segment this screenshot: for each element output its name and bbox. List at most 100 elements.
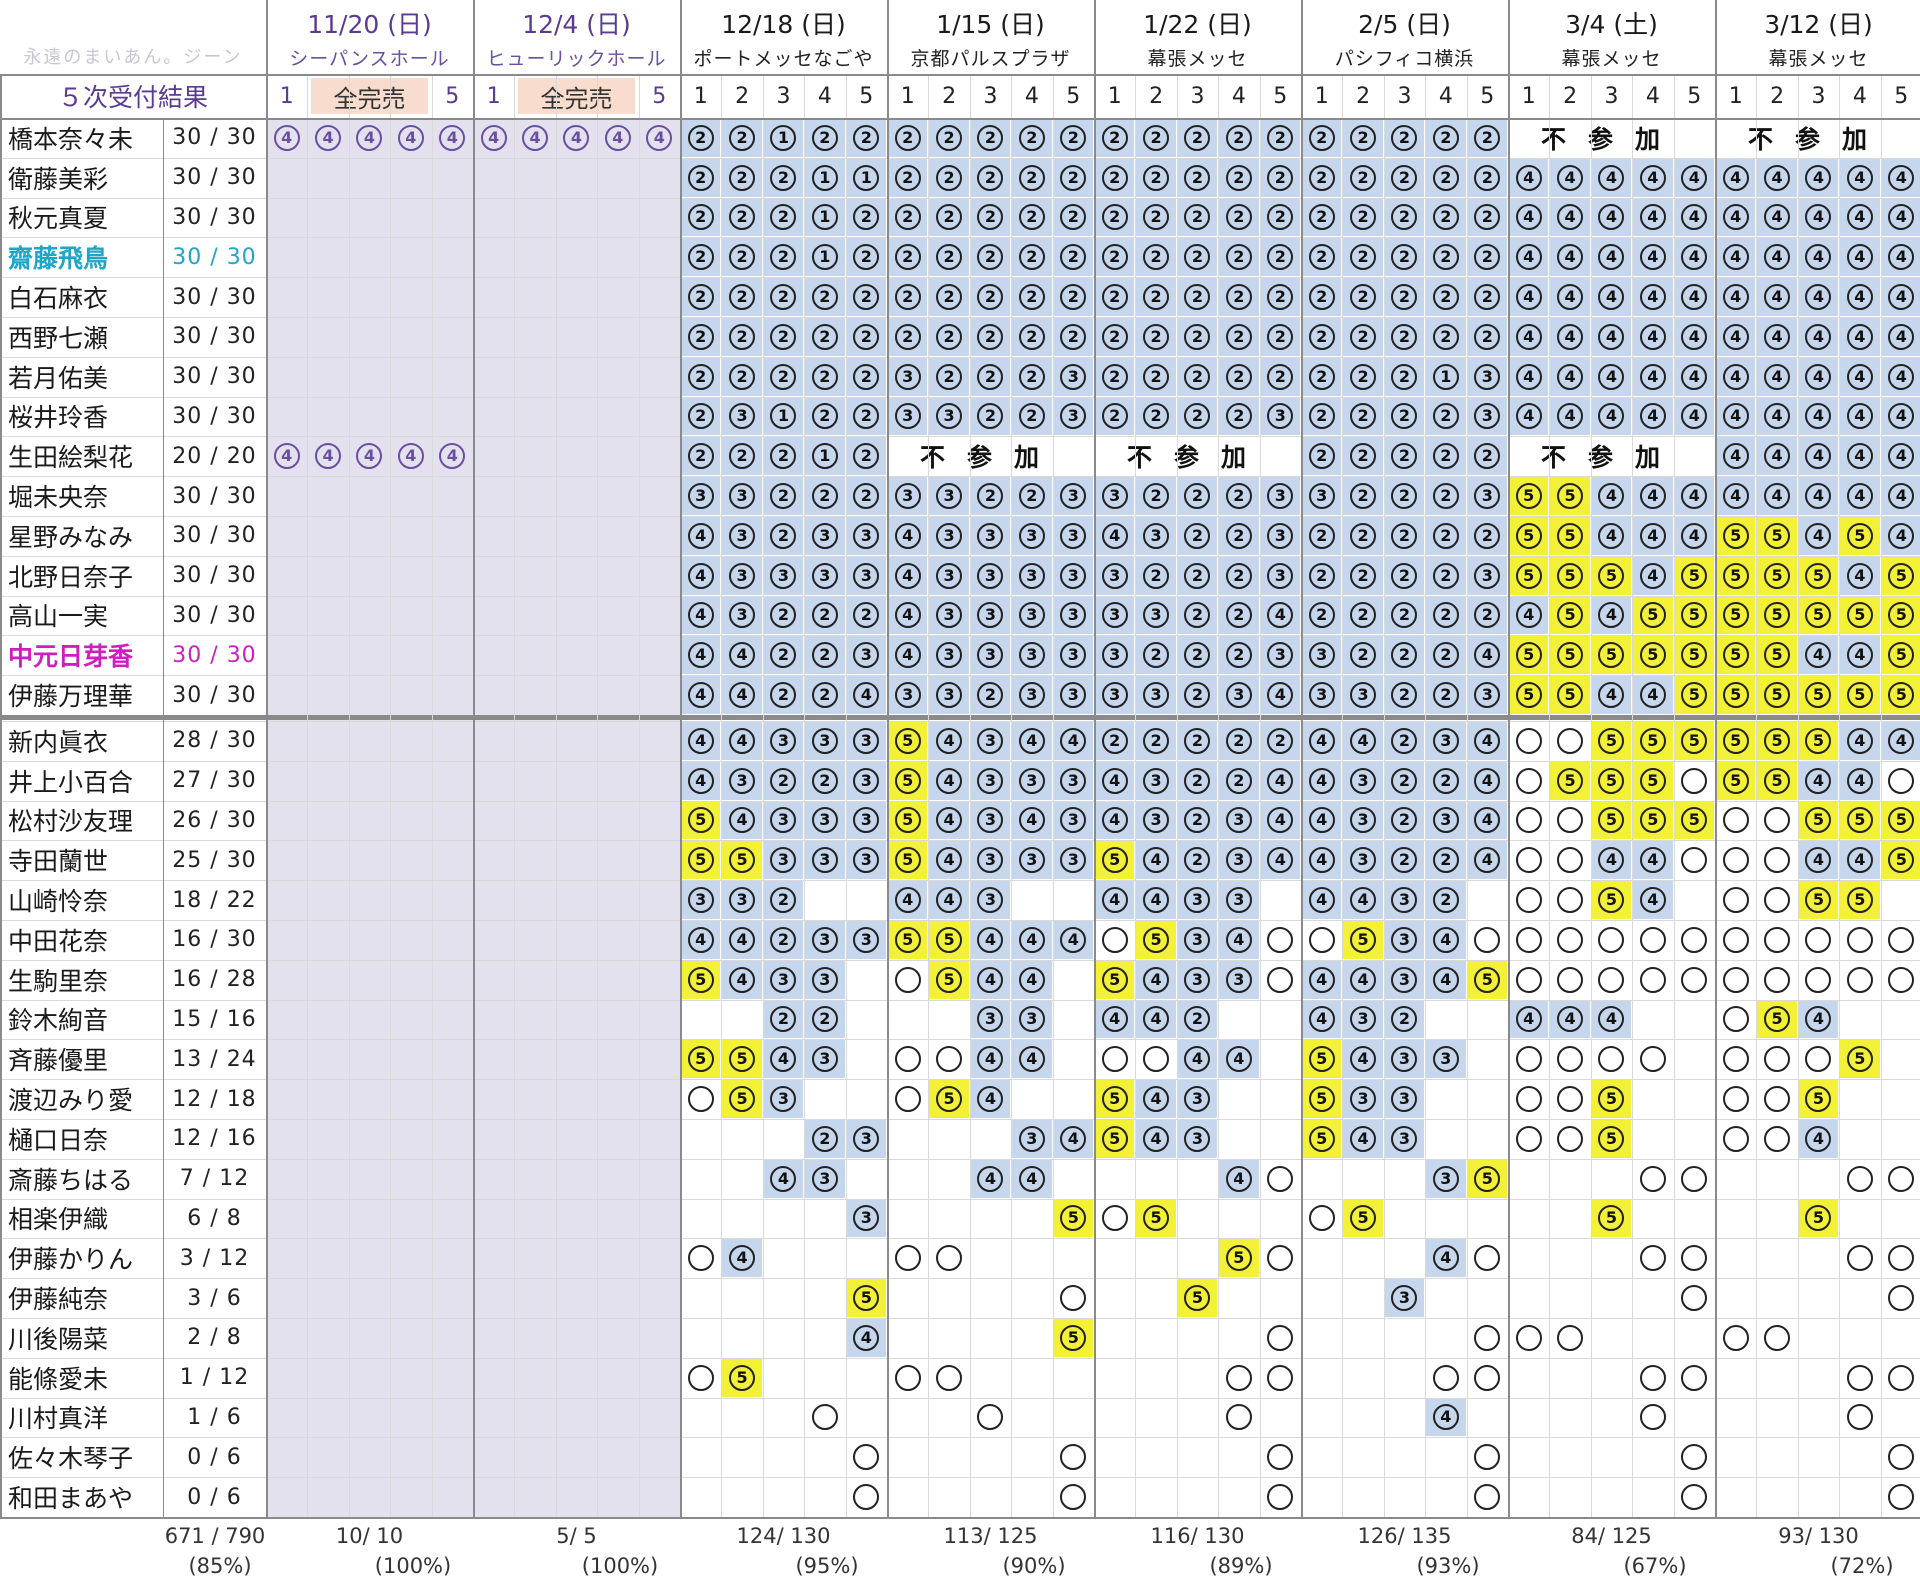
slot-cell: 3 <box>722 556 762 595</box>
circled-number-mark: 3 <box>1060 403 1087 430</box>
slot-cell: 3 <box>1260 397 1300 436</box>
circled-number-mark: 2 <box>1391 323 1418 350</box>
slot-cell <box>1716 961 1755 999</box>
slot-cell <box>1799 1040 1838 1078</box>
slot-cell: 2 <box>722 278 762 316</box>
slot-cell: 2 <box>1302 119 1342 157</box>
slot-cell: 3 <box>1219 960 1259 999</box>
slot-cell: 2 <box>763 676 804 714</box>
slot-cell: 5 <box>1881 841 1920 880</box>
circled-number-mark: 4 <box>1764 244 1791 271</box>
slot-cell: 2 <box>970 158 1011 197</box>
col-line <box>1094 0 1096 1517</box>
circled-number-mark: 4 <box>1639 682 1666 709</box>
circled-number-mark: 4 <box>770 1165 797 1192</box>
slot-cell: 4 <box>929 801 969 840</box>
circled-number-mark: 5 <box>1308 1046 1335 1073</box>
circled-number-mark: 5 <box>894 727 921 754</box>
empty-circle-mark <box>1557 1125 1584 1152</box>
slot-number: 5 <box>1273 83 1288 109</box>
circled-number-mark: 2 <box>1308 124 1335 151</box>
slot-cell: 4 <box>1757 477 1797 515</box>
slot-cell: 3 <box>722 881 762 919</box>
slot-cell: 2 <box>1219 318 1259 356</box>
slot-cell: 4 <box>970 1080 1011 1118</box>
slot-cell: 2 <box>1095 158 1135 197</box>
slot-cell: 2 <box>1467 596 1507 635</box>
slot-cell: 4 <box>1467 636 1507 675</box>
circled-number-mark: 3 <box>1143 602 1170 629</box>
slot-cell: 5 <box>1674 801 1714 840</box>
slot-cell: 4 <box>1302 960 1342 999</box>
slot-cell: 4 <box>557 119 596 157</box>
slot-cell: 2 <box>722 318 762 356</box>
circled-number-mark: 2 <box>1184 807 1211 834</box>
circled-number-mark: 4 <box>729 727 756 754</box>
row-line <box>0 157 1920 159</box>
member-score: 25 / 30 <box>172 847 257 873</box>
circled-number-mark: 2 <box>770 682 797 709</box>
row-line <box>0 635 1920 637</box>
circled-number-mark: 2 <box>1432 403 1459 430</box>
slot-cell: 2 <box>1219 636 1259 675</box>
slot-cell: 2 <box>1467 318 1507 356</box>
slot-cell: 2 <box>1053 119 1093 157</box>
slot-cell <box>1840 921 1879 959</box>
slot-cell: 4 <box>970 1159 1011 1198</box>
slot-cell: 2 <box>1260 318 1300 356</box>
slot-cell: 4 <box>1012 801 1052 840</box>
circled-number-mark: 4 <box>1888 403 1915 430</box>
row-line <box>0 1198 1920 1200</box>
circled-number-mark: 2 <box>729 124 756 151</box>
slot-cell: 3 <box>846 921 886 959</box>
empty-circle-mark <box>1722 1125 1749 1152</box>
empty-circle-mark <box>1267 966 1294 993</box>
circled-number-mark: 4 <box>1764 284 1791 311</box>
circled-number-mark: 3 <box>1018 767 1045 794</box>
slot-cell: 5 <box>1881 801 1920 840</box>
empty-circle-mark <box>894 1046 921 1073</box>
slot-cell: 3 <box>763 1080 804 1118</box>
slot-cell: 2 <box>763 158 804 197</box>
slot-cell: 4 <box>1757 198 1797 237</box>
circled-number-mark: 3 <box>853 807 880 834</box>
slot-cell: 2 <box>1384 278 1425 316</box>
slot-cell: 3 <box>1012 517 1052 555</box>
slot-cell: 4 <box>1633 278 1673 316</box>
event-date: 12/4 (日) <box>522 10 631 39</box>
slot-cell: 4 <box>1674 158 1714 197</box>
slot-cell: 3 <box>1467 357 1507 396</box>
slot-cell: 3 <box>970 881 1011 919</box>
slot-cell: 2 <box>1136 636 1176 675</box>
circled-number-mark: 4 <box>1557 1006 1584 1033</box>
slot-cell: 2 <box>846 477 886 515</box>
member-name: 伊藤純奈 <box>8 1285 109 1315</box>
slot-cell: 4 <box>1633 158 1673 197</box>
slot-cell: 3 <box>929 556 969 595</box>
empty-circle-mark <box>1474 1444 1501 1471</box>
slot-cell <box>1633 1359 1672 1397</box>
slot-number: 1 <box>1728 83 1743 109</box>
circled-number-mark: 5 <box>1846 887 1873 914</box>
circled-number-mark: 2 <box>1432 562 1459 589</box>
circled-number-mark: 5 <box>687 1046 714 1073</box>
circled-number-mark: 4 <box>936 807 963 834</box>
slot-cell: 4 <box>1674 517 1714 555</box>
slot-cell: 2 <box>1343 278 1383 316</box>
circled-number-mark: 4 <box>894 522 921 549</box>
circled-number-mark: 2 <box>770 1006 797 1033</box>
circled-number-mark: 5 <box>1805 887 1832 914</box>
empty-circle-mark <box>1722 1324 1749 1351</box>
slot-number: 2 <box>942 83 957 109</box>
circled-number-mark: 4 <box>1805 767 1832 794</box>
slot-cell: 4 <box>1095 801 1135 840</box>
empty-circle-mark <box>894 1086 921 1113</box>
circled-number-mark: 5 <box>1515 483 1542 510</box>
slot-cell: 4 <box>1798 437 1839 476</box>
circled-number-mark: 4 <box>1805 1006 1832 1033</box>
slot-cell: 2 <box>1177 841 1218 880</box>
circled-number-mark: 2 <box>1184 124 1211 151</box>
slot-cell: 2 <box>681 357 721 396</box>
empty-circle-mark <box>853 1444 880 1471</box>
circled-number-mark: 2 <box>936 363 963 390</box>
